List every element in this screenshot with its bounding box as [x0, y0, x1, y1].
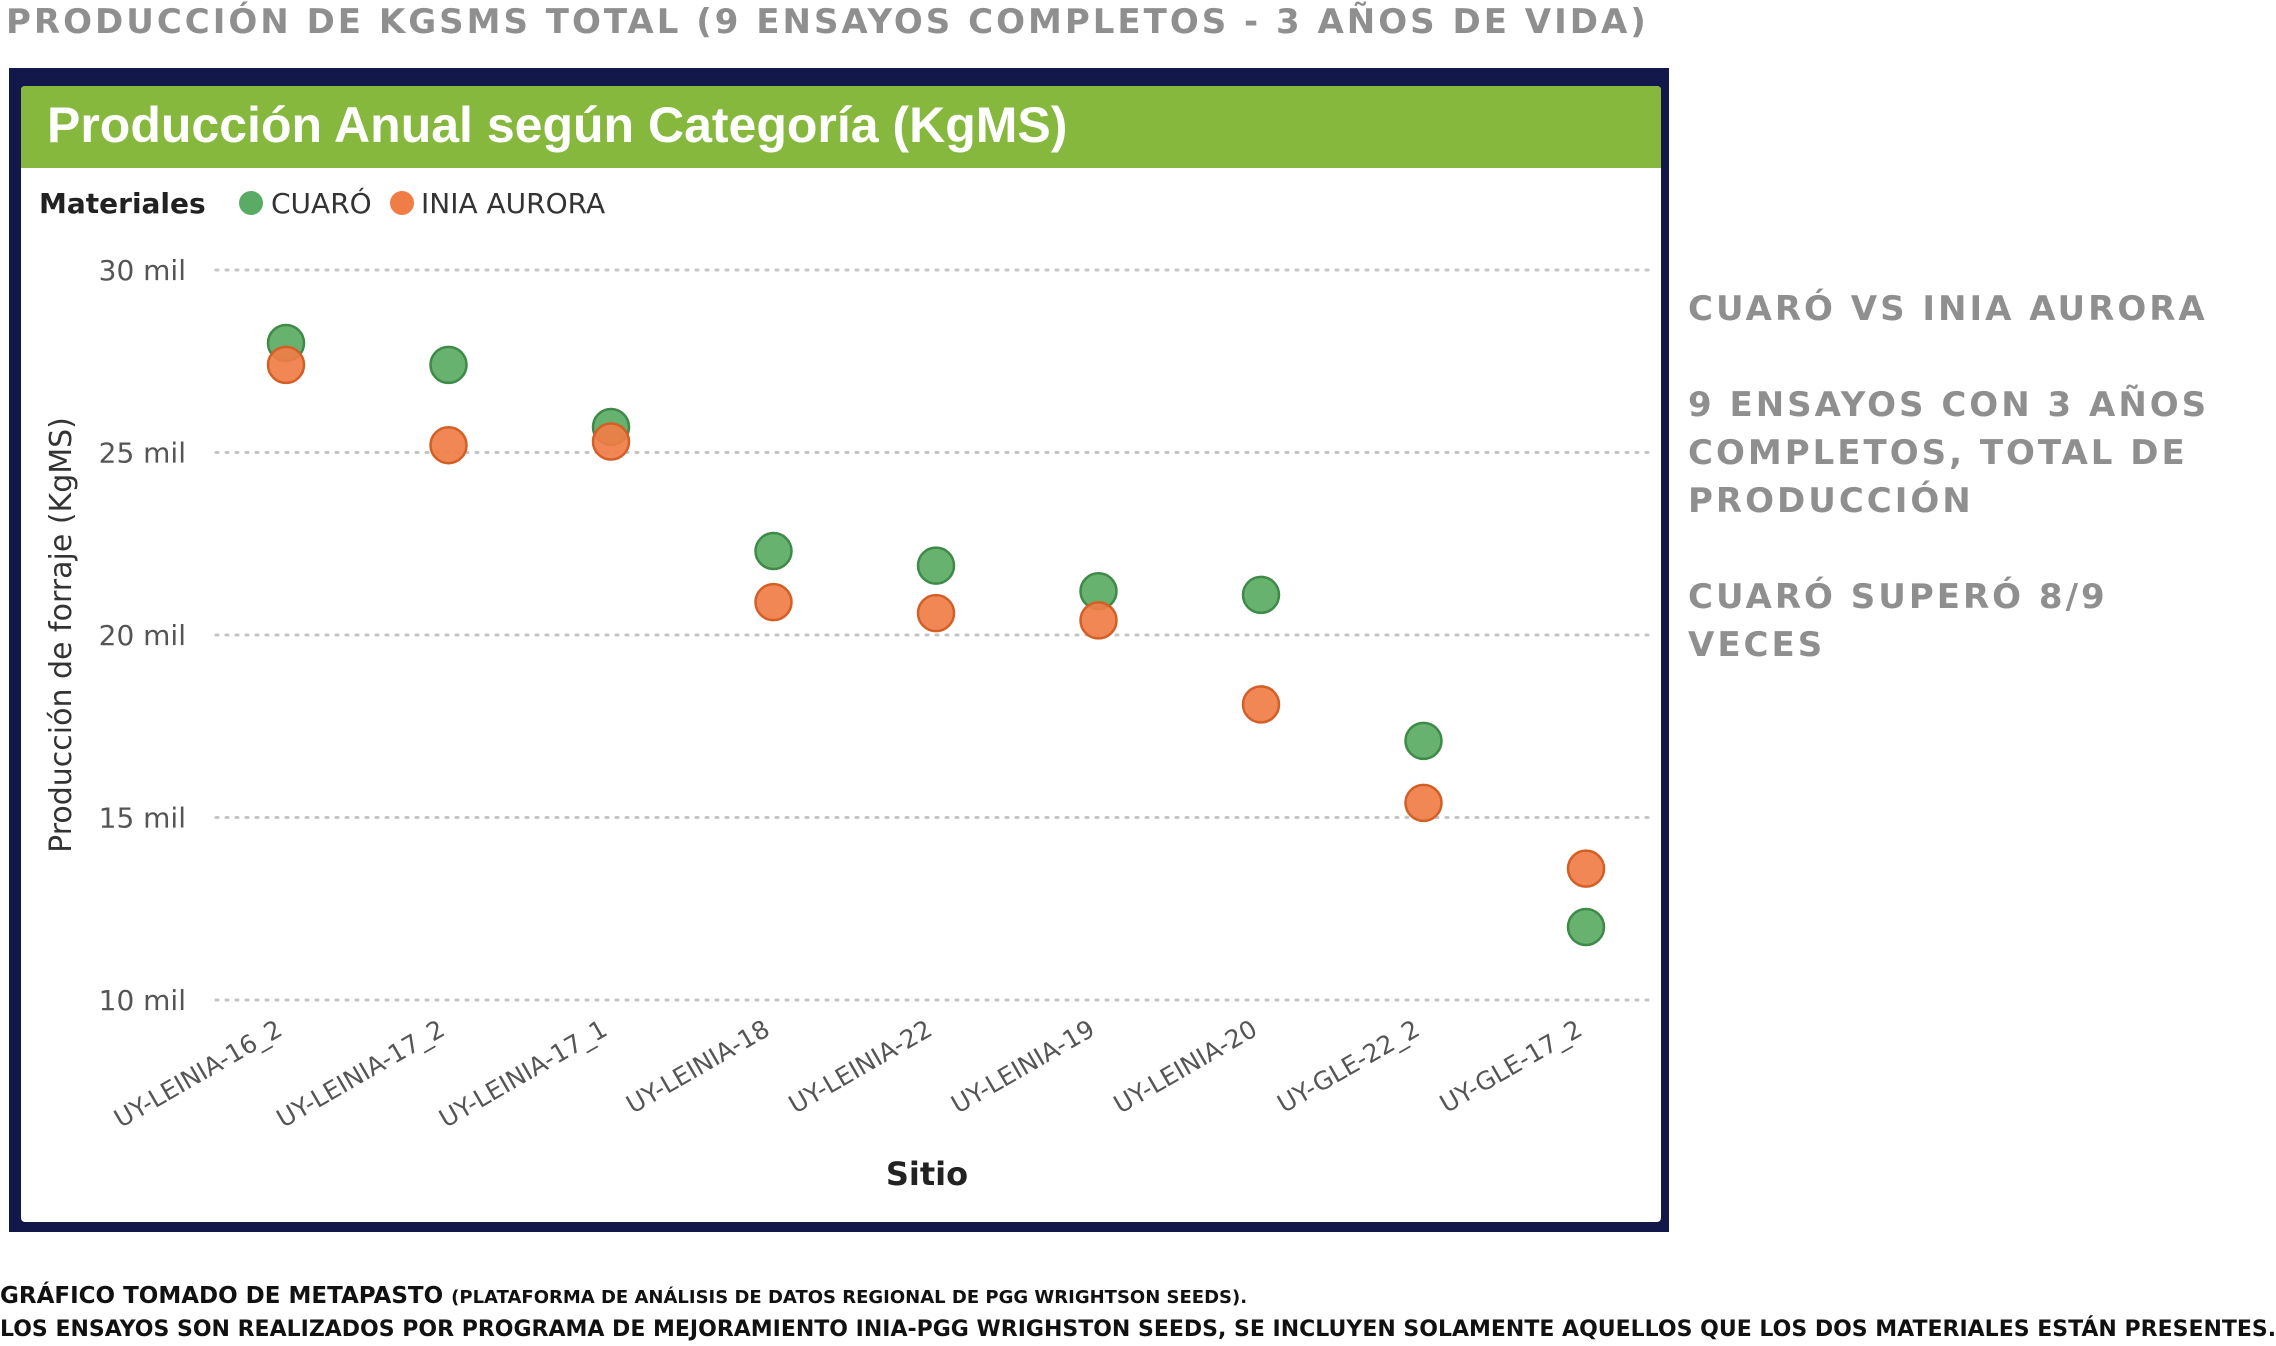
data-point-cuaro	[916, 546, 956, 585]
y-tick-label: 15 mil	[99, 802, 186, 835]
data-point-cuaro	[754, 531, 793, 571]
data-point-inia-aurora	[1404, 783, 1443, 823]
x-tick-label: UY-LEINIA-19	[946, 1014, 1099, 1119]
data-point-inia-aurora	[1079, 601, 1118, 640]
x-tick-label: UY-GLE-22_2	[1272, 1014, 1424, 1119]
y-tick-label: 30 mil	[99, 254, 186, 287]
data-point-cuaro	[1566, 907, 1606, 947]
x-tick-label: UY-LEINIA-18	[621, 1014, 774, 1119]
chart-title: Producción Anual según Categoría (KgMS)	[47, 97, 1068, 153]
side-note-comparison: CUARÓ VS INIA AURORA	[1688, 289, 2208, 329]
data-point-cuaro	[429, 345, 468, 385]
footer-source-detail: (PLATAFORMA DE ANÁLISIS DE DATOS REGIONA…	[451, 1287, 1248, 1308]
legend-marker-cuaro	[239, 191, 263, 215]
slide-title: PRODUCCIÓN DE KGSMS TOTAL (9 ENSAYOS COM…	[6, 2, 1649, 42]
y-tick-label: 10 mil	[99, 984, 186, 1017]
data-point-inia-aurora	[1241, 685, 1281, 724]
chart-frame: Producción Anual según Categoría (KgMS) …	[9, 68, 1669, 1232]
scatter-chart: 10 mil 15 mil 20 mil 25 mil 30 mil Producción…	[39, 186, 1653, 1193]
chart-panel: Producción Anual según Categoría (KgMS) …	[21, 86, 1661, 1222]
footer-source: GRÁFICO TOMADO DE METAPASTO (PLATAFORMA …	[0, 1283, 1247, 1309]
data-point-inia-aurora	[266, 345, 306, 385]
legend-title: Materiales	[39, 187, 206, 220]
x-tick-label: UY-GLE-17_2	[1435, 1014, 1587, 1119]
y-axis-label: Producción de forraje (KgMS)	[44, 417, 79, 853]
x-tick-label: UY-LEINIA-20	[1109, 1014, 1262, 1119]
x-axis-label: Sitio	[886, 1155, 968, 1193]
legend-label-inia-aurora: INIA AURORA	[421, 187, 605, 220]
footer-note: LOS ENSAYOS SON REALIZADOS POR PROGRAMA …	[0, 1317, 2276, 1342]
side-note-trials: 9 ENSAYOS CON 3 AÑOS COMPLETOS, TOTAL DE…	[1688, 385, 2210, 521]
legend-label-cuaro: CUARÓ	[271, 186, 372, 220]
y-tick-label: 20 mil	[99, 619, 186, 652]
side-notes: CUARÓ VS INIA AURORA 9 ENSAYOS CON 3 AÑO…	[1688, 285, 2248, 717]
side-note-result: CUARÓ SUPERÓ 8/9 VECES	[1688, 577, 2108, 665]
data-point-inia-aurora	[916, 593, 956, 633]
x-tick-label: UY-LEINIA-17_1	[434, 1014, 612, 1133]
data-point-inia-aurora	[591, 422, 631, 461]
legend-marker-inia-aurora	[390, 191, 414, 215]
footer-source-main: GRÁFICO TOMADO DE METAPASTO	[0, 1283, 444, 1309]
chart-header: Producción Anual según Categoría (KgMS)	[21, 86, 1661, 168]
data-point-inia-aurora	[754, 582, 793, 622]
x-tick-label: UY-LEINIA-16_2	[109, 1014, 287, 1133]
y-tick-label: 25 mil	[99, 437, 186, 470]
data-point-cuaro	[1404, 721, 1443, 761]
x-tick-label: UY-LEINIA-17_2	[272, 1014, 450, 1133]
x-tick-label: UY-LEINIA-22	[784, 1014, 937, 1119]
data-point-cuaro	[1241, 575, 1281, 615]
data-point-inia-aurora	[429, 425, 468, 465]
data-point-inia-aurora	[1566, 849, 1606, 888]
